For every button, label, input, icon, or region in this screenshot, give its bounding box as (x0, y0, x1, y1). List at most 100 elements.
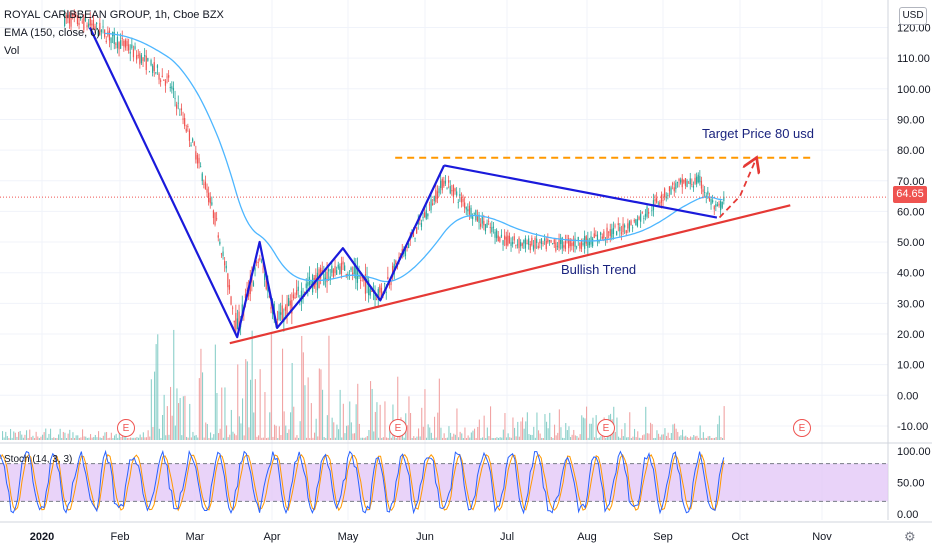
price-candle-body (425, 210, 427, 219)
settings-gear-icon[interactable]: ⚙ (904, 530, 916, 545)
price-candle-body (715, 203, 717, 207)
price-candle-body (144, 55, 146, 57)
price-candle-body (592, 238, 594, 247)
price-candle-body (468, 205, 471, 215)
volume-bar (403, 437, 405, 440)
volume-bar (66, 437, 68, 440)
volume-bar (461, 433, 463, 440)
earnings-marker[interactable]: E (793, 419, 811, 437)
volume-bar (634, 428, 636, 440)
volume-bar (459, 431, 461, 440)
price-candle-body (545, 240, 547, 250)
volume-bar (72, 432, 74, 440)
price-candle-body (619, 227, 621, 232)
volume-bar (394, 436, 396, 440)
price-candle-body (540, 238, 543, 245)
price-candle-body (467, 209, 469, 212)
volume-bar (26, 430, 28, 440)
price-candle-body (537, 245, 539, 249)
price-candle-body (608, 231, 610, 233)
price-candle-body (115, 43, 117, 45)
price-candle-body (632, 227, 634, 229)
price-tick-label: 110.00 (897, 53, 930, 65)
volume-bar (522, 417, 524, 440)
volume-bar (117, 437, 119, 440)
volume-bar (229, 434, 231, 440)
earnings-marker[interactable]: E (597, 419, 615, 437)
price-candle-body (721, 201, 723, 208)
price-candle-body (512, 241, 514, 245)
volume-bar (197, 437, 199, 440)
volume-bar (354, 433, 356, 440)
price-candle-body (556, 245, 559, 247)
volume-bar (558, 409, 560, 440)
price-candle-body (195, 151, 197, 160)
volume-bar (162, 415, 164, 440)
volume-bar (149, 436, 151, 440)
price-candle-body (667, 195, 669, 196)
price-candle-body (150, 60, 152, 66)
price-candle-body (718, 203, 720, 206)
price-candle-body (123, 40, 125, 47)
volume-bar (320, 369, 322, 440)
volume-bar (693, 434, 695, 440)
price-candle-body (444, 180, 447, 184)
price-candle-body (494, 231, 496, 238)
price-candle-body (296, 290, 298, 295)
price-candle-body (126, 41, 128, 47)
volume-bar (395, 437, 397, 440)
price-candle-body (564, 240, 567, 250)
price-candle-body (256, 261, 258, 263)
price-candle-body (536, 238, 538, 244)
price-candle-body (120, 40, 122, 49)
volume-bar (470, 432, 472, 440)
volume-bar (165, 435, 167, 440)
currency-button[interactable]: USD (899, 7, 927, 25)
price-candle-body (723, 196, 725, 202)
volume-bar (661, 434, 663, 440)
price-candle-body (568, 238, 570, 249)
price-candle-body (427, 213, 429, 217)
price-candle-body (654, 199, 656, 202)
price-candle-body (595, 235, 597, 237)
volume-bar (102, 435, 104, 440)
price-candle-body (553, 239, 555, 244)
volume-bar (534, 437, 536, 440)
price-candle-body (395, 260, 397, 264)
price-candle-body (681, 178, 683, 188)
price-candle-body (640, 213, 642, 222)
volume-bar (622, 436, 624, 440)
price-candle-body (534, 237, 536, 249)
volume-bar (694, 436, 696, 440)
volume-bar (304, 385, 306, 440)
price-candle-body (140, 55, 143, 64)
volume-bar (83, 436, 85, 440)
volume-bar (384, 401, 386, 440)
price-candle-body (219, 241, 221, 245)
price-candle-body (516, 244, 519, 246)
volume-bar (267, 437, 269, 440)
volume-bar (507, 433, 509, 440)
volume-bar (16, 436, 18, 440)
price-candle-body (513, 236, 515, 241)
volume-bar (178, 403, 180, 440)
volume-bar (429, 427, 431, 440)
volume-bar (366, 436, 368, 440)
price-candle-body (555, 242, 557, 251)
volume-bar (696, 435, 698, 440)
volume-bar (483, 415, 485, 440)
volume-bar (642, 435, 644, 440)
volume-bar (288, 429, 290, 440)
volume-bar (357, 383, 359, 440)
ema-line (104, 32, 723, 283)
price-candle-body (353, 266, 355, 274)
earnings-marker[interactable]: E (117, 419, 135, 437)
price-candle-body (262, 268, 264, 270)
price-candle-body (704, 192, 706, 193)
volume-bar (46, 437, 48, 440)
price-candle-body (390, 281, 392, 286)
earnings-marker[interactable]: E (389, 419, 407, 437)
price-candle-body (708, 197, 711, 201)
price-candle-body (174, 98, 176, 100)
